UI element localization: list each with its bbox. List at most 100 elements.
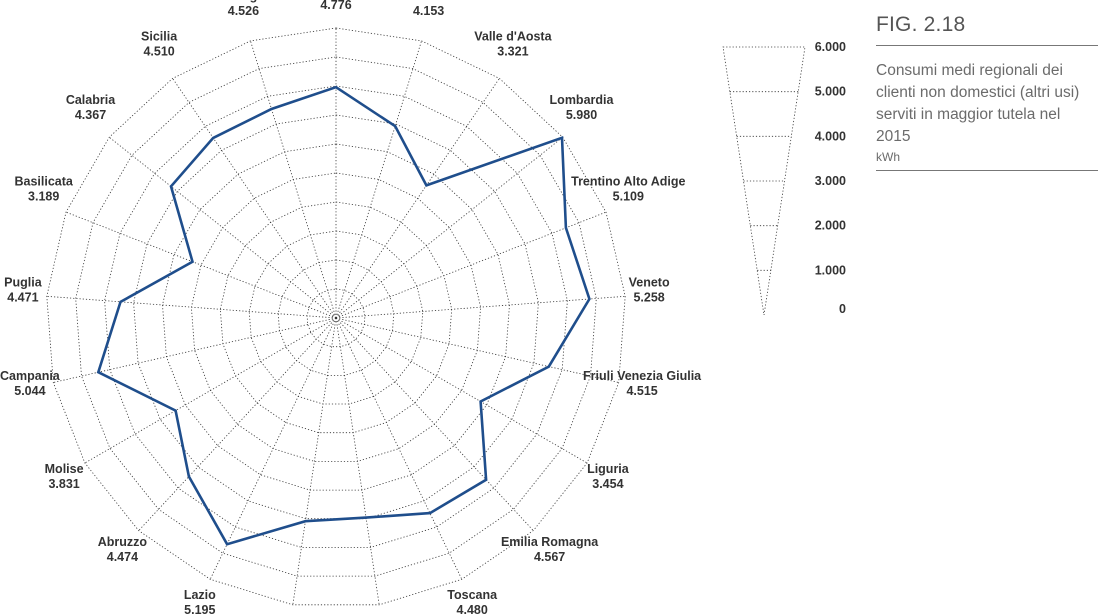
grid-spoke <box>65 211 337 319</box>
grid-spoke <box>335 40 422 319</box>
figure-unit: kWh <box>876 150 1098 171</box>
scale-tick-label: 0 <box>839 302 846 316</box>
category-value: 4.474 <box>107 550 138 564</box>
category-name: Liguria <box>587 462 630 476</box>
category-value: 4.567 <box>534 550 565 564</box>
grid-spoke <box>209 317 337 580</box>
radar-grid <box>46 27 626 606</box>
grid-ring <box>104 85 568 548</box>
category-label: Piemonte4.153 <box>400 0 456 18</box>
grid-spoke <box>138 317 337 531</box>
grid-spoke <box>335 136 563 319</box>
category-name: Piemonte <box>400 0 456 3</box>
grid-ring <box>190 172 482 462</box>
category-value: 3.189 <box>28 189 59 203</box>
category-labels: ITALIA4.776 Piemonte4.153 Valle d'Aosta3.3… <box>0 0 702 616</box>
grid-spoke <box>335 317 588 464</box>
category-value: 4.367 <box>75 108 106 122</box>
category-value: 5.980 <box>566 108 597 122</box>
category-name: Calabria <box>66 93 116 107</box>
scale-tick-label: 4.000 <box>815 129 846 143</box>
grid-ring <box>75 56 597 577</box>
category-name: Campania <box>0 369 61 383</box>
grid-ring <box>219 201 453 434</box>
category-name: Lazio <box>184 588 216 602</box>
category-name: Sardegna <box>215 0 273 3</box>
figure-caption: FIG. 2.18 Consumi medi regionali dei cli… <box>876 10 1098 171</box>
grid-spoke <box>292 317 337 605</box>
scale-tick-label: 3.000 <box>815 174 846 188</box>
grid-spoke <box>335 317 463 580</box>
scale-tick-label: 2.000 <box>815 219 846 233</box>
category-name: Abruzzo <box>98 535 148 549</box>
grid-ring <box>162 143 510 491</box>
series-line <box>96 85 591 546</box>
category-value: 4.153 <box>413 4 444 18</box>
grid-ring <box>133 114 539 520</box>
category-value: 4.776 <box>320 0 351 12</box>
category-value: 3.454 <box>592 477 623 491</box>
category-label: Sardegna4.526 <box>215 0 273 18</box>
category-value: 4.510 <box>143 45 174 59</box>
figure-label: FIG. 2.18 <box>876 10 1098 46</box>
grid-spoke <box>84 317 337 464</box>
category-value: 5.195 <box>184 603 215 616</box>
grid-spoke <box>46 295 337 319</box>
category-name: Valle d'Aosta <box>474 30 552 44</box>
scale-legend: 0 1.000 2.000 3.000 4.000 5.000 6.000 <box>722 40 846 316</box>
category-name: Lombardia <box>550 93 615 107</box>
category-value: 4.526 <box>228 4 259 18</box>
grid-spoke <box>53 317 337 383</box>
grid-spoke <box>109 136 337 319</box>
category-name: Sicilia <box>141 30 178 44</box>
grid-ring <box>306 288 366 348</box>
category-name: Molise <box>45 462 84 476</box>
category-name: Veneto <box>629 276 670 290</box>
category-label: ITALIA4.776 <box>320 0 351 12</box>
category-name: Puglia <box>4 276 43 290</box>
grid-spoke <box>335 317 534 531</box>
grid-spoke <box>250 40 337 319</box>
category-name: Friuli Venezia Giulia <box>583 369 702 383</box>
scale-tick-label: 6.000 <box>815 40 846 54</box>
grid-spoke <box>335 317 380 605</box>
category-value: 4.480 <box>457 603 488 616</box>
category-value: 3.831 <box>48 477 79 491</box>
scale-tick-label: 1.000 <box>815 263 846 277</box>
figure-subtitle: Consumi medi regionali dei clienti non d… <box>876 62 1080 145</box>
scale-tick-label: 5.000 <box>815 85 846 99</box>
category-name: Basilicata <box>15 174 74 188</box>
grid-spoke <box>335 211 607 319</box>
category-value: 3.321 <box>497 45 528 59</box>
category-name: Trentino Alto Adige <box>571 174 685 188</box>
grid-spoke <box>335 78 500 319</box>
category-value: 5.044 <box>14 384 45 398</box>
category-value: 5.109 <box>613 189 644 203</box>
category-value: 5.258 <box>633 291 664 305</box>
grid-spoke <box>335 317 619 383</box>
category-name: Emilia Romagna <box>501 535 599 549</box>
grid-ring <box>248 230 424 405</box>
grid-spoke <box>335 295 626 319</box>
category-name: Toscana <box>447 588 498 602</box>
category-value: 4.471 <box>7 291 38 305</box>
category-value: 4.515 <box>626 384 657 398</box>
grid-spoke <box>172 78 337 319</box>
series-layer <box>96 85 591 546</box>
